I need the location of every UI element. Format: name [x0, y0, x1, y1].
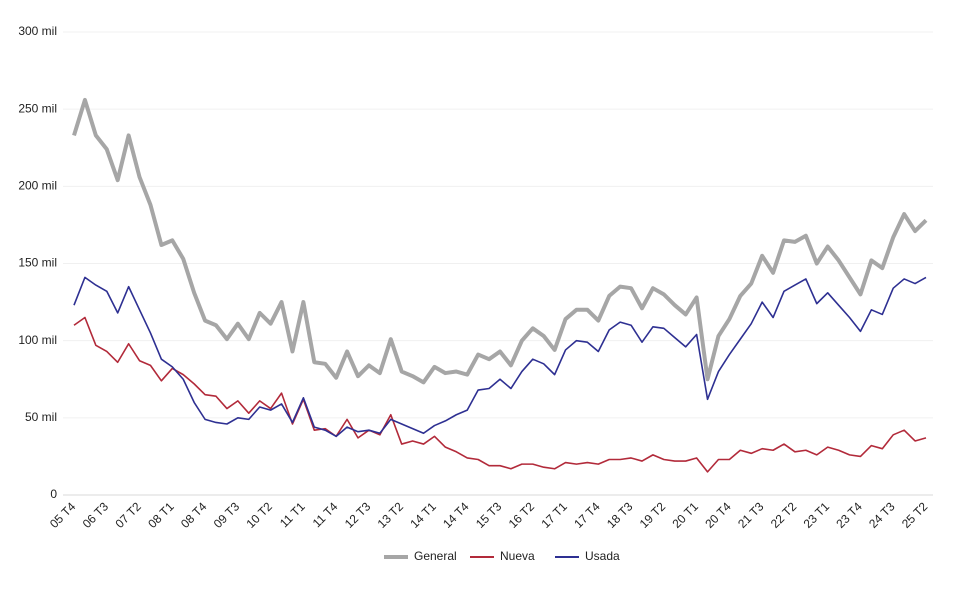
legend-label: Nueva	[500, 549, 535, 563]
x-tick-label: 23 T1	[801, 499, 833, 531]
x-tick-label: 16 T2	[506, 499, 538, 531]
x-tick-label: 18 T3	[604, 499, 636, 531]
x-tick-label: 23 T4	[833, 499, 865, 531]
y-tick-label: 250 mil	[18, 101, 57, 115]
y-tick-label: 0	[50, 487, 57, 501]
x-tick-label: 15 T3	[473, 499, 505, 531]
legend-label: General	[414, 549, 457, 563]
y-tick-label: 300 mil	[18, 24, 57, 38]
x-tick-label: 07 T2	[112, 499, 144, 531]
x-tick-label: 19 T2	[637, 499, 669, 531]
y-tick-label: 150 mil	[18, 256, 57, 270]
x-tick-label: 11 T4	[310, 499, 341, 530]
x-tick-label: 20 T1	[670, 499, 702, 531]
x-tick-label: 13 T2	[375, 499, 407, 531]
y-tick-label: 200 mil	[18, 179, 57, 193]
x-tick-label: 08 T1	[145, 499, 177, 531]
x-tick-label: 11 T1	[277, 499, 308, 530]
series-line	[73, 316, 927, 473]
x-tick-label: 25 T2	[899, 499, 931, 531]
x-tick-label: 14 T4	[440, 499, 472, 531]
x-tick-label: 17 T1	[538, 499, 570, 531]
legend-label: Usada	[585, 549, 620, 563]
x-tick-label: 05 T4	[47, 499, 79, 531]
x-tick-label: 20 T4	[702, 499, 734, 531]
x-tick-label: 10 T2	[244, 499, 276, 531]
x-tick-label: 12 T3	[342, 499, 374, 531]
x-tick-label: 08 T4	[178, 499, 210, 531]
series-line	[72, 97, 928, 385]
x-tick-label: 09 T3	[211, 499, 243, 531]
y-tick-label: 50 mil	[25, 410, 57, 424]
x-tick-label: 06 T3	[80, 499, 112, 531]
x-tick-label: 24 T3	[866, 499, 898, 531]
series-line	[73, 276, 927, 438]
x-tick-label: 17 T4	[571, 499, 603, 531]
x-tick-label: 21 T3	[735, 499, 767, 531]
x-tick-label: 14 T1	[407, 499, 439, 531]
x-tick-label: 22 T2	[768, 499, 800, 531]
y-tick-label: 100 mil	[18, 333, 57, 347]
